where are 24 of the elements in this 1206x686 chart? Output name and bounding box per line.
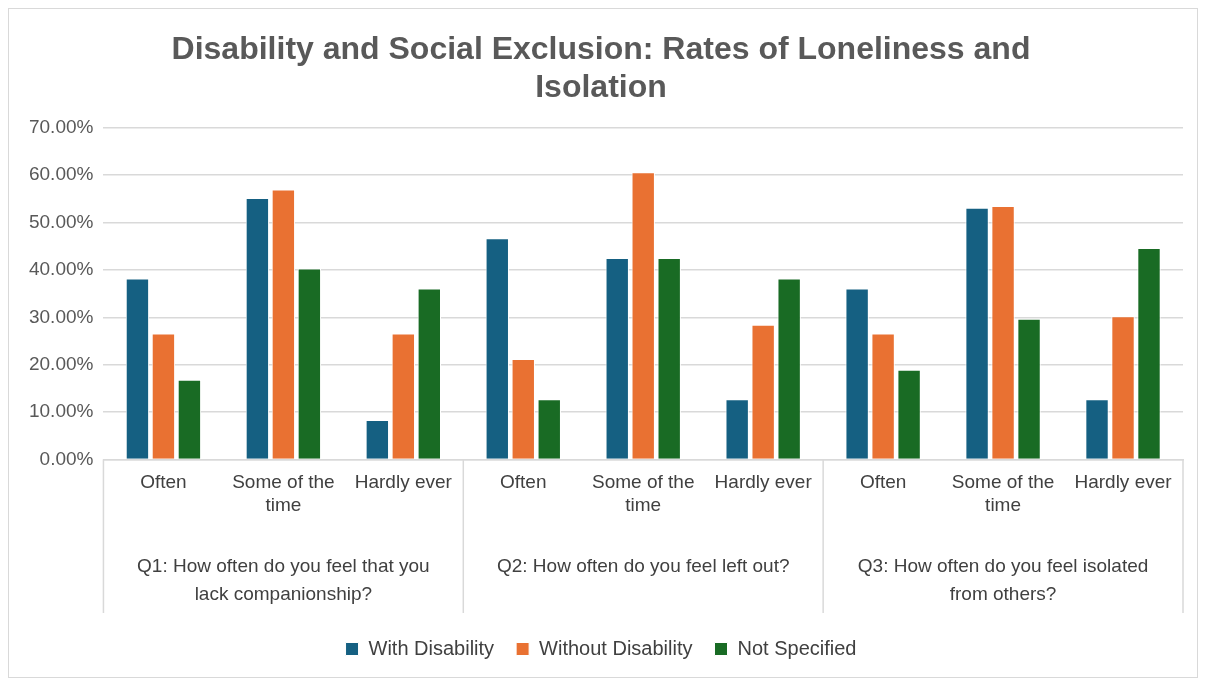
x-tick-label: Some of the time [591,471,695,515]
x-tick-label: Often [140,471,187,493]
y-tick-label: 30.00% [28,305,94,327]
y-tick-label: 70.00% [28,116,94,138]
y-tick-label: 60.00% [28,163,94,185]
y-tick-label: 20.00% [28,352,94,374]
x-tick-label: Often [859,471,907,493]
legend-label: With Disability [368,636,495,659]
y-tick-label: 0.00% [39,447,94,469]
x-tick-label: Hardly ever [354,471,453,493]
text: Q1: How often do you feel that you lack companionship? [137,554,430,604]
x-tick-label: Some of the time [232,471,335,515]
legend-label: Without Disability [539,636,693,659]
y-tick-label: 40.00% [28,258,94,280]
chart-title: Disability and Social Exclusion: Rates of Loneliness and Isolation [171,30,1031,105]
y-tick-label: 50.00% [28,210,94,232]
legend-label: Not Specified [737,636,857,659]
text: Q3: How often do you feel isolated from others? [857,554,1149,604]
x-tick-label: Some of the time [951,471,1055,515]
y-tick-label: 10.00% [28,400,94,422]
x-tick-label: Hardly ever [1074,471,1173,493]
text: Q2: How often do you feel left out? [496,554,790,576]
x-tick-label: Often [500,471,547,493]
x-tick-label: Hardly ever [714,471,813,493]
